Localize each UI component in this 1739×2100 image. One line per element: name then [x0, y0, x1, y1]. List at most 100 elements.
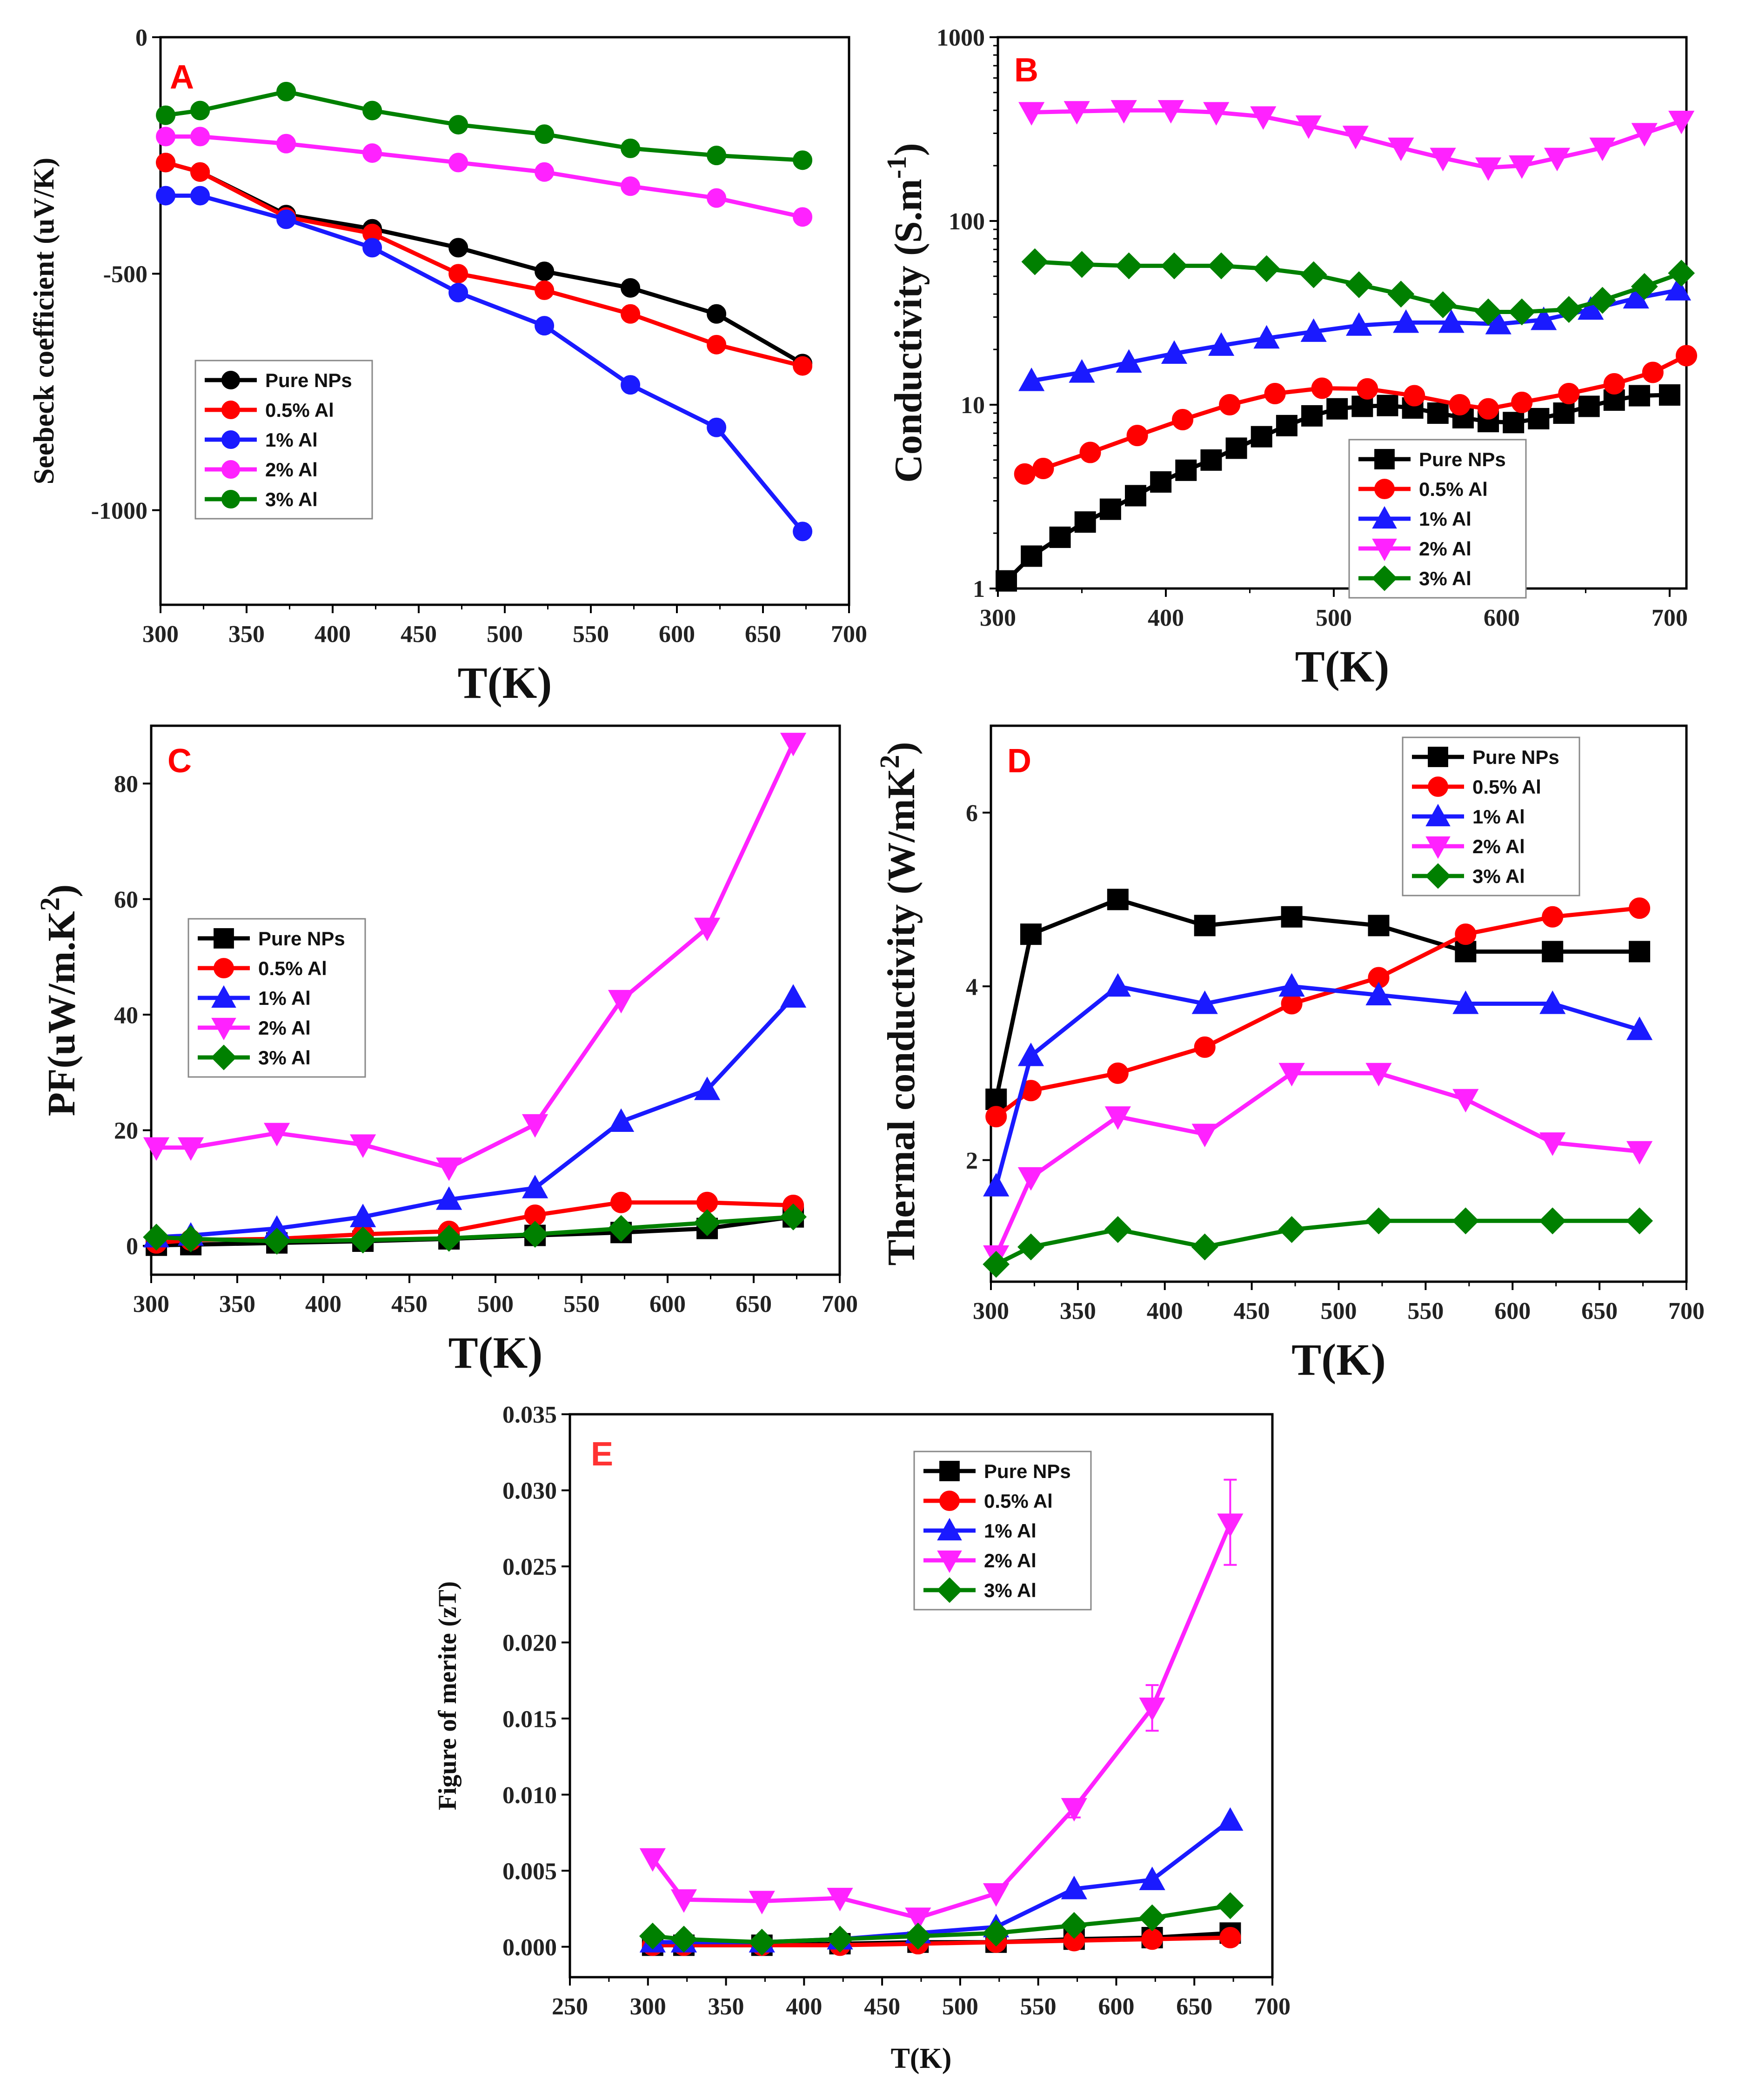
panel-c-point-3pct-al	[435, 1224, 463, 1252]
panel-e-xtick-label: 300	[630, 1993, 666, 2020]
panel-b-point-pure-nps	[1150, 471, 1172, 493]
panel-c-point-1pct-al	[694, 1077, 721, 1100]
panel-b-ytick-label: 10	[961, 392, 985, 419]
panel-b-point-2pct-al	[1509, 155, 1535, 179]
panel-b-point-0-5pct-al	[1449, 394, 1471, 415]
panel-e-xtick-label: 550	[1020, 1993, 1057, 2020]
panel-b-point-0-5pct-al	[1357, 378, 1378, 400]
panel-a-xtick-label: 550	[573, 621, 609, 648]
panel-a-point-0-5pct-al	[535, 280, 555, 300]
panel-c-point-2pct-al	[522, 1114, 548, 1138]
panel-c-ytick-label: 0	[126, 1233, 138, 1260]
panel-d-letter: D	[1007, 742, 1031, 780]
panel-a-series-line-0-5pct-al	[165, 161, 803, 368]
panel-d-point-pure-nps	[1542, 941, 1564, 963]
panel-c-point-3pct-al	[780, 1203, 807, 1231]
panel-c-legend-marker	[214, 928, 234, 949]
panel-c-ylabel-end: )	[40, 884, 83, 897]
panel-b-point-1pct-al	[1253, 325, 1280, 349]
panel-a-xtick-label: 400	[314, 621, 351, 648]
panel-b-point-3pct-al	[1208, 252, 1235, 280]
panel-b-point-pure-nps	[1659, 384, 1680, 406]
panel-c-point-1pct-al	[436, 1186, 462, 1210]
panel-c-xtick-label: 500	[477, 1291, 514, 1318]
panel-a-point-0-5pct-al	[621, 304, 641, 324]
panel-d-point-2pct-al	[1365, 1063, 1392, 1087]
panel-c-legend-marker	[214, 958, 234, 978]
panel-d-point-0-5pct-al	[1629, 897, 1651, 919]
panel-d-xlabel: T(K)	[1291, 1335, 1386, 1384]
panel-d-series-2pct-al	[983, 1063, 1653, 1269]
panel-d-point-3pct-al	[1278, 1216, 1305, 1243]
panel-d-xtick-label: 700	[1668, 1298, 1705, 1324]
panel-b-point-2pct-al	[1388, 137, 1414, 161]
panel-b-point-pure-nps	[1377, 395, 1398, 416]
panel-b-point-0-5pct-al	[1558, 383, 1580, 405]
panel-b-series-3pct-al	[1021, 248, 1695, 326]
panel-b-xtick-label: 600	[1484, 605, 1520, 631]
panel-c-point-1pct-al	[780, 984, 807, 1008]
panel-d-legend-label: 0.5% Al	[1472, 776, 1541, 798]
panel-a-ytick-label: 0	[135, 25, 147, 51]
panel-e-point-3pct-al	[748, 1928, 776, 1956]
panel-b-point-pure-nps	[1175, 459, 1197, 481]
panel-d-xtick-label: 300	[973, 1298, 1009, 1324]
panel-e-xtick-label: 500	[942, 1993, 978, 2020]
panel-c-point-1pct-al	[608, 1108, 635, 1132]
panel-e-ytick-label: 0.020	[502, 1630, 557, 1657]
panel-a-point-3pct-al	[793, 150, 813, 170]
panel-a-point-2pct-al	[448, 153, 468, 173]
panel-e-legend-label: 1% Al	[984, 1520, 1037, 1542]
panel-b-point-2pct-al	[1589, 137, 1616, 161]
panel-b-point-pure-nps	[1021, 545, 1043, 567]
panel-d-legend-marker	[1428, 747, 1448, 767]
panel-a-series-3pct-al	[156, 81, 813, 170]
panel-e-point-2pct-al	[983, 1883, 1010, 1907]
panel-b-legend-label: 2% Al	[1419, 538, 1471, 560]
panel-a-frame	[159, 36, 850, 606]
panel-e-ylabel: Figure of merite (zT)	[433, 1581, 462, 1810]
panel-d-point-1pct-al	[983, 1173, 1010, 1197]
panel-b-legend-marker	[1372, 538, 1397, 562]
panel-d-xtick-label: 500	[1321, 1298, 1357, 1324]
panel-b-frame	[997, 36, 1688, 590]
panel-b-xtick-label: 500	[1316, 605, 1352, 631]
panel-d-series-line-1pct-al	[994, 984, 1640, 1187]
panel-a-xtick-label: 300	[142, 621, 179, 648]
panel-d-point-3pct-al	[1017, 1233, 1044, 1261]
panel-e-legend-label: 2% Al	[984, 1550, 1037, 1572]
panel-a-seebeck: 300 350 400 450 500 550 600 650 700 0 -500 -1000 T(K…	[28, 25, 867, 708]
panel-d-xtick-label: 350	[1060, 1298, 1096, 1324]
panel-e-xtick-label: 400	[786, 1993, 822, 2020]
panel-d-ytick-label: 4	[966, 974, 978, 1000]
panel-a-xtick-label: 650	[745, 621, 781, 648]
panel-b-point-0-5pct-al	[1032, 457, 1054, 479]
panel-b-point-1pct-al	[1578, 296, 1604, 320]
panel-a-point-0-5pct-al	[190, 162, 210, 182]
panel-b-point-2pct-al	[1250, 106, 1277, 130]
panel-b-point-1pct-al	[1531, 306, 1557, 330]
panel-c-point-2pct-al	[178, 1137, 204, 1161]
panel-b-point-0-5pct-al	[1404, 385, 1425, 407]
panel-c-point-3pct-al	[263, 1228, 291, 1255]
panel-e-ytick-label: 0.010	[502, 1782, 557, 1809]
panel-a-legend-marker	[221, 371, 240, 389]
panel-c-xtick-label: 650	[736, 1291, 772, 1318]
panel-a-point-3pct-al	[707, 146, 727, 166]
panel-b-point-1pct-al	[1345, 312, 1372, 336]
panel-c-ytick-label: 60	[114, 887, 138, 913]
panel-d-series-line-pure-nps	[994, 897, 1640, 1100]
panel-d-point-1pct-al	[1278, 973, 1305, 997]
panel-d-point-2pct-al	[1191, 1124, 1218, 1148]
panel-a-point-3pct-al	[535, 124, 555, 144]
panel-d-legend-marker	[1428, 776, 1448, 797]
panel-b-point-2pct-al	[1475, 157, 1502, 181]
panel-d-legend-marker	[1425, 836, 1451, 859]
panel-b-point-pure-nps	[1578, 395, 1600, 417]
panel-b-point-0-5pct-al	[1014, 463, 1036, 485]
panel-b-point-3pct-al	[1555, 296, 1583, 323]
panel-b-point-1pct-al	[1393, 309, 1419, 333]
panel-a-point-3pct-al	[362, 100, 382, 120]
panel-e-ytick-label: 0.015	[502, 1706, 557, 1732]
